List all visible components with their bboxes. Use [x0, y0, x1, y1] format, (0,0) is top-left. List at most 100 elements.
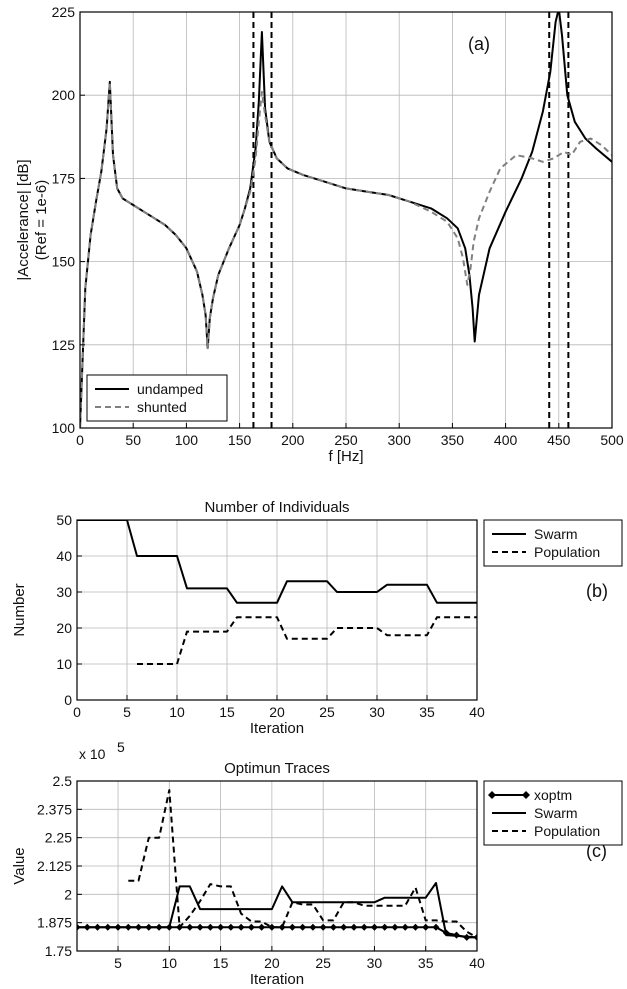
data-point-xoptm: [196, 923, 204, 931]
data-point-xoptm: [401, 923, 409, 931]
data-point-xoptm: [268, 923, 276, 931]
series-line-population: [128, 789, 477, 939]
data-point-xoptm: [217, 923, 225, 931]
y-tick-label: 2.5: [53, 773, 73, 789]
chart-panel-1: 0 50 100 150 200 250 300 350 400 450 500 100 125 150 1…: [15, 4, 624, 465]
legend-label-swarm: Swarm: [534, 526, 578, 542]
series-line-swarm: [77, 520, 477, 604]
x-tick-label: 250: [334, 432, 358, 448]
data-point-xoptm: [370, 923, 378, 931]
data-layer: [77, 520, 477, 665]
x-tick-label: 50: [125, 432, 141, 448]
series-line-shunted: [80, 80, 612, 428]
data-point-xoptm: [350, 923, 358, 931]
y-tick-label: 150: [52, 254, 76, 270]
y-axis-label: |Accelerance| [dB]: [15, 159, 32, 280]
legend-box: [483, 519, 623, 567]
y-tick-label: 2.25: [45, 830, 72, 846]
x-tick-label: 20: [264, 955, 280, 971]
data-layer: [80, 12, 612, 428]
x-tick-label: 10: [169, 704, 185, 720]
legend-box: [86, 374, 228, 422]
legend: undamped shunted: [86, 374, 228, 422]
y-tick-label: 125: [52, 337, 76, 353]
legend-marker-xoptm: [522, 791, 530, 799]
data-point-xoptm: [299, 923, 307, 931]
y-tick-label: 225: [52, 4, 76, 20]
y-tick-label: 2.125: [37, 858, 72, 874]
y-tick-label: 1.875: [37, 915, 72, 931]
x-tick-label: 350: [441, 432, 465, 448]
x-tick-label: 150: [228, 432, 252, 448]
y-axis-label: Number: [11, 583, 28, 636]
y-axis-label-reference: (Ref = 1e-6): [33, 180, 50, 260]
y-exponent-power: 5: [117, 739, 125, 755]
data-point-xoptm: [422, 923, 430, 931]
x-tick-label: 25: [315, 955, 331, 971]
x-tick-label: 0: [73, 704, 81, 720]
x-tick-label: 0: [76, 432, 84, 448]
data-layer: [77, 789, 477, 941]
y-axis-label: Value: [11, 847, 28, 884]
y-tick-label: 0: [64, 692, 72, 708]
x-tick-label: 5: [123, 704, 131, 720]
x-tick-label: 450: [547, 432, 571, 448]
y-exponent-label: x 10: [79, 746, 106, 762]
y-tick-label: 30: [56, 584, 72, 600]
y-tick-label: 100: [52, 420, 76, 436]
x-axis-label: Iteration: [250, 720, 304, 737]
legend: Swarm Population: [483, 519, 623, 567]
x-tick-label: 5: [114, 955, 122, 971]
chart-panel-2: 0 5 10 15 20 25 30 35 40 0 10 20 30 40 50 Iteration Numb…: [11, 499, 623, 737]
x-tick-label: 200: [281, 432, 305, 448]
y-tick-label: 2.375: [37, 801, 72, 817]
x-tick-label: 35: [418, 955, 434, 971]
x-tick-label: 15: [219, 704, 235, 720]
x-tick-label: 30: [369, 704, 385, 720]
data-point-xoptm: [186, 923, 194, 931]
data-point-xoptm: [360, 923, 368, 931]
x-axis-label: f [Hz]: [328, 448, 363, 465]
data-point-xoptm: [329, 923, 337, 931]
series-line-swarm: [77, 882, 477, 939]
data-point-xoptm: [309, 923, 317, 931]
x-tick-label: 10: [162, 955, 178, 971]
x-tick-label: 15: [213, 955, 229, 971]
data-point-xoptm: [391, 923, 399, 931]
y-tick-label: 200: [52, 87, 76, 103]
data-point-xoptm: [381, 923, 389, 931]
legend-label-population: Population: [534, 823, 600, 839]
legend-label-swarm: Swarm: [534, 805, 578, 821]
x-tick-label: 100: [175, 432, 199, 448]
legend-label-population: Population: [534, 544, 600, 560]
x-tick-label: 40: [469, 955, 485, 971]
y-tick-label: 10: [56, 656, 72, 672]
data-point-xoptm: [319, 923, 327, 931]
panel-label: (c): [586, 841, 607, 861]
panel-label: (a): [468, 34, 490, 54]
x-tick-label: 30: [367, 955, 383, 971]
y-tick-label: 1.75: [45, 943, 72, 959]
y-tick-label: 175: [52, 170, 76, 186]
x-tick-label: 400: [494, 432, 518, 448]
series-line-population: [137, 616, 477, 665]
data-point-xoptm: [247, 923, 255, 931]
y-tick-label: 2: [64, 886, 72, 902]
x-tick-label: 25: [319, 704, 335, 720]
y-tick-label: 50: [56, 512, 72, 528]
data-point-xoptm: [432, 923, 440, 931]
x-axis-label: Iteration: [250, 971, 304, 988]
data-point-xoptm: [411, 923, 419, 931]
x-tick-label: 500: [600, 432, 624, 448]
x-tick-label: 300: [388, 432, 412, 448]
legend-marker-xoptm: [488, 791, 496, 799]
data-point-xoptm: [340, 923, 348, 931]
legend-label-shunted: shunted: [137, 399, 187, 415]
chart-title: Number of Individuals: [204, 499, 349, 516]
data-point-xoptm: [258, 923, 266, 931]
data-point-xoptm: [227, 923, 235, 931]
panel-label: (b): [586, 581, 608, 601]
legend-label-undamped: undamped: [137, 381, 203, 397]
chart-title: Optimun Traces: [224, 760, 330, 777]
